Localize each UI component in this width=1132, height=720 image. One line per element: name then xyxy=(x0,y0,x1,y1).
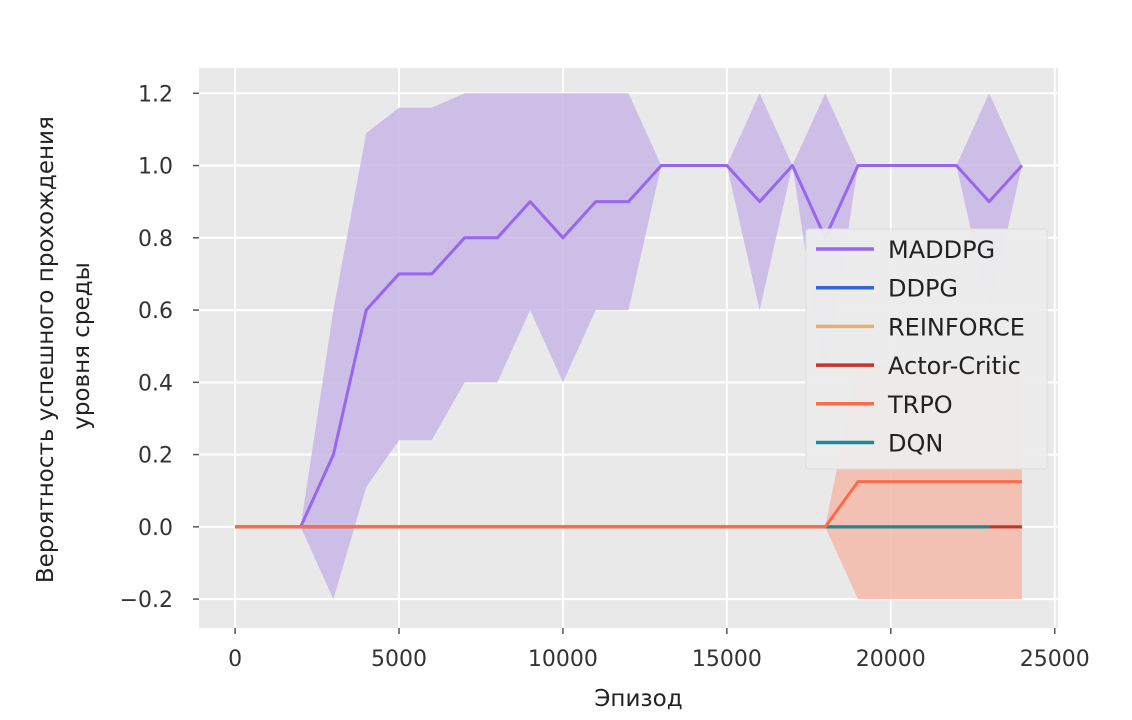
series-line-trpo xyxy=(235,480,1022,529)
y-axis-label: Вероятность успешного прохождения уровня… xyxy=(33,109,95,583)
y-tick-label: −0.2 xyxy=(120,588,173,613)
series-line-maddpg xyxy=(235,164,1024,529)
y-tick-label: 1.0 xyxy=(138,155,173,180)
legend: MADDPG DDPG REINFORCE Actor-Critic TRPO DQN xyxy=(805,228,1048,470)
x-tick-label: 15000 xyxy=(692,647,762,672)
confidence-band-maddpg xyxy=(235,93,1022,600)
y-axis-label-line-1: Вероятность успешного прохождения xyxy=(33,116,59,583)
x-tick-label: 5000 xyxy=(371,647,427,672)
y-tick-label: 0.0 xyxy=(138,516,173,541)
y-tick-label: 0.2 xyxy=(138,444,173,469)
legend-label: MADDPG xyxy=(888,236,995,264)
y-tick-label: 0.8 xyxy=(138,227,173,252)
y-tick-label: 0.4 xyxy=(138,371,173,396)
legend-label: Actor-Critic xyxy=(888,352,1021,380)
y-axis-ticks: −0.2 0.0 0.2 0.4 0.6 0.8 1.0 1.2 xyxy=(120,82,199,613)
legend-label: REINFORCE xyxy=(888,313,1025,341)
legend-label: DDPG xyxy=(888,275,958,303)
x-axis-ticks: 0 5000 10000 15000 20000 25000 xyxy=(228,628,1090,672)
legend-label: DQN xyxy=(888,430,943,458)
x-axis-label: Эпизод xyxy=(594,686,682,712)
series-lines xyxy=(235,164,1024,529)
x-tick-label: 0 xyxy=(228,647,242,672)
y-tick-label: 0.6 xyxy=(138,299,173,324)
legend-label: TRPO xyxy=(887,391,953,419)
y-axis-label-line-2: уровня среды xyxy=(69,262,95,429)
x-tick-label: 10000 xyxy=(528,647,598,672)
x-tick-label: 25000 xyxy=(1020,647,1090,672)
y-tick-label: 1.2 xyxy=(138,82,173,107)
x-tick-label: 20000 xyxy=(856,647,926,672)
